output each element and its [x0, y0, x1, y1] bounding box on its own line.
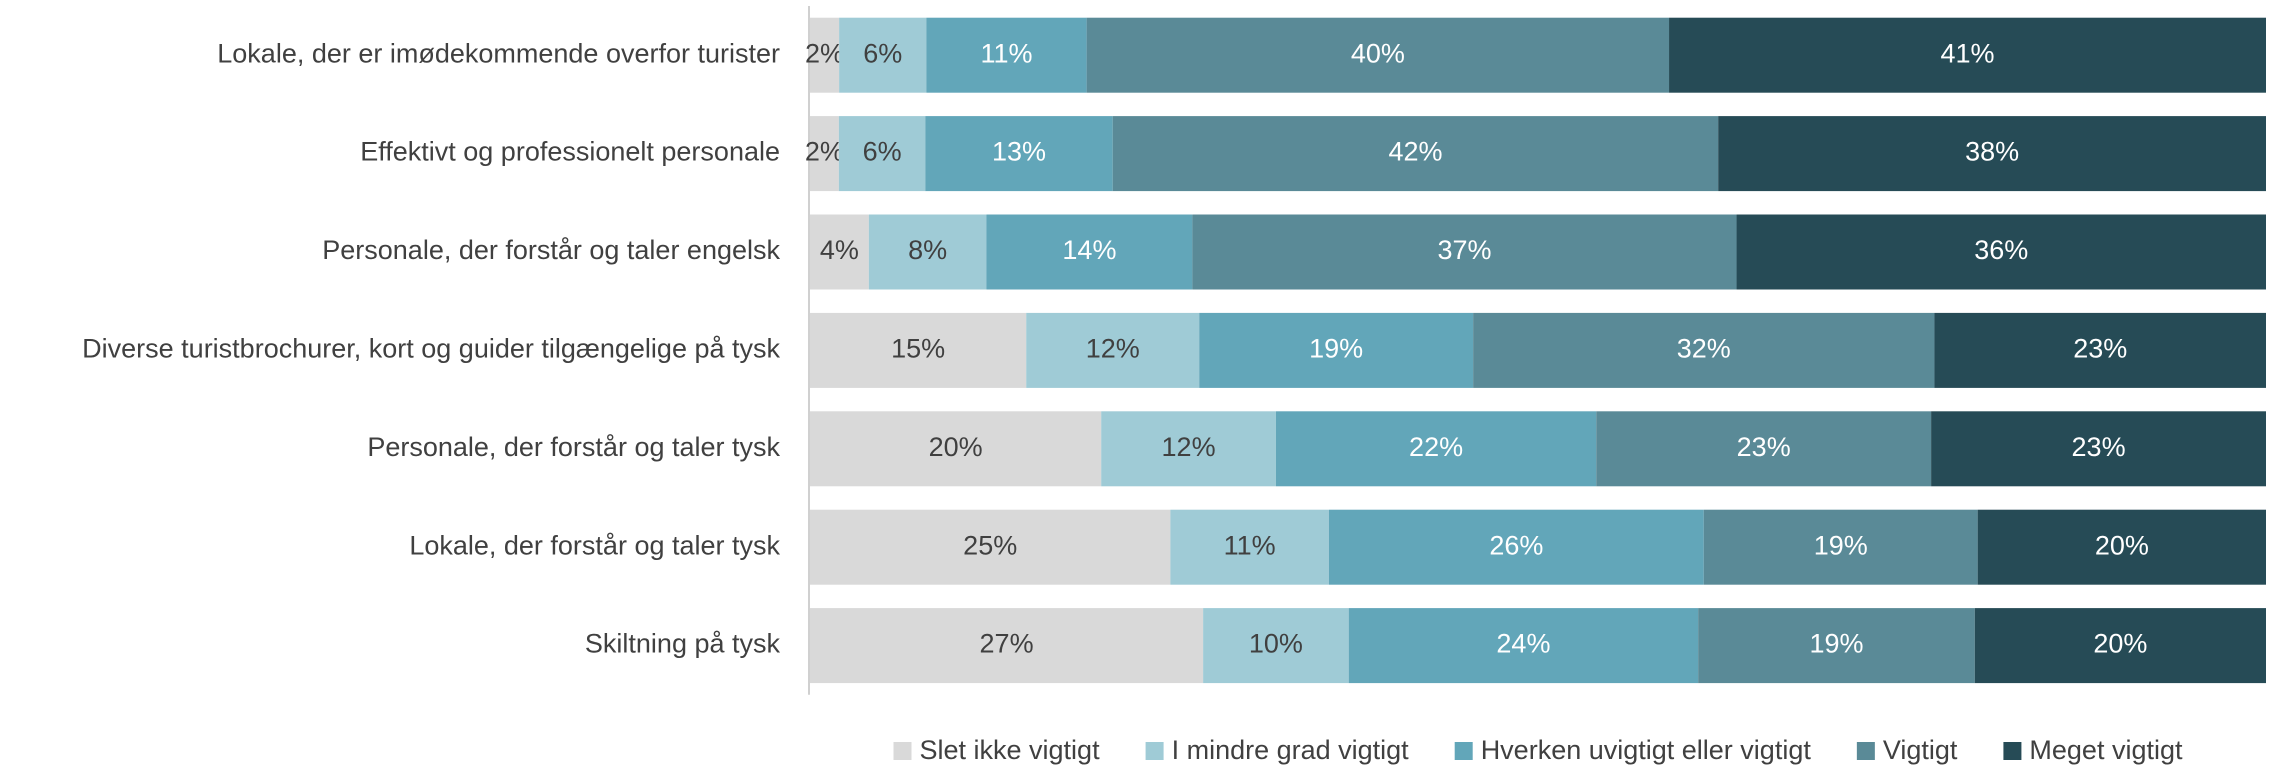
data-label: 14%	[1062, 235, 1116, 265]
bar-segment	[1934, 312, 2266, 388]
category-label: Effektivt og professionelt personale	[360, 137, 780, 167]
legend-swatch	[893, 742, 912, 760]
data-label: 20%	[2095, 530, 2149, 560]
bar-segment	[986, 214, 1193, 290]
bar-segment	[1112, 116, 1719, 192]
bar-segment	[810, 116, 839, 192]
data-label: 32%	[1677, 334, 1731, 364]
bar-segment	[838, 116, 926, 192]
data-label: 2%	[805, 38, 844, 68]
category-label: Diverse turistbrochurer, kort og guider …	[82, 334, 780, 364]
bar-segment	[1931, 411, 2266, 487]
bar-segment	[1275, 411, 1597, 487]
data-label: 19%	[1809, 629, 1863, 659]
data-label: 6%	[863, 38, 902, 68]
data-label: 19%	[1309, 334, 1363, 364]
data-label: 23%	[2073, 334, 2127, 364]
legend-label: Vigtigt	[1883, 735, 1958, 765]
bar-segment	[1203, 608, 1349, 684]
category-label: Skiltning på tysk	[585, 629, 781, 659]
data-label: 41%	[1940, 38, 1994, 68]
data-label: 8%	[908, 235, 947, 265]
bar-segment	[868, 214, 987, 290]
data-label: 12%	[1086, 334, 1140, 364]
data-label: 11%	[981, 38, 1033, 68]
bar-segment	[810, 411, 1102, 487]
bar-segment	[1718, 116, 2266, 192]
category-label: Lokale, der forstår og taler tysk	[409, 530, 780, 560]
legend-swatch	[2003, 742, 2022, 760]
bar-segment	[1974, 608, 2266, 684]
data-label: 11%	[1224, 530, 1276, 560]
data-label: 23%	[2072, 432, 2126, 462]
bar-segment	[1328, 509, 1704, 585]
bar-segment	[810, 312, 1027, 388]
legend-swatch	[1145, 742, 1164, 760]
data-label: 2%	[805, 137, 844, 167]
data-label: 12%	[1162, 432, 1216, 462]
data-label: 22%	[1409, 432, 1463, 462]
bar-segment	[1086, 17, 1670, 93]
bar-segment	[1199, 312, 1474, 388]
bar-segment	[1596, 411, 1932, 487]
category-label: Lokale, der er imødekommende overfor tur…	[217, 38, 780, 68]
data-label: 19%	[1814, 530, 1868, 560]
bar-segment	[1170, 509, 1329, 585]
data-label: 38%	[1965, 137, 2019, 167]
bar-segment	[926, 17, 1087, 93]
bar-segment	[1348, 608, 1699, 684]
data-label: 23%	[1737, 432, 1791, 462]
legend-swatch	[1454, 742, 1473, 760]
data-label: 26%	[1489, 530, 1543, 560]
bar-segment	[810, 608, 1204, 684]
bar-segment	[810, 214, 869, 290]
data-label: 40%	[1351, 38, 1405, 68]
legend-label: Hverken uvigtigt eller vigtigt	[1481, 735, 1812, 765]
category-label: Personale, der forstår og taler engelsk	[322, 235, 780, 265]
data-label: 37%	[1437, 235, 1491, 265]
legend-label: Meget vigtigt	[2029, 735, 2183, 765]
bar-segment	[810, 17, 840, 93]
data-label: 27%	[980, 629, 1034, 659]
data-label: 6%	[863, 137, 902, 167]
data-label: 4%	[820, 235, 859, 265]
legend-label: I mindre grad vigtigt	[1172, 735, 1410, 765]
data-label: 10%	[1249, 629, 1303, 659]
bar-segment	[1736, 214, 2266, 290]
bar-segment	[839, 17, 927, 93]
bar-segment	[1473, 312, 1935, 388]
bar-segment	[1669, 17, 2266, 93]
data-label: 15%	[891, 334, 945, 364]
data-label: 36%	[1974, 235, 2028, 265]
bar-segment	[1703, 509, 1978, 585]
bar-segment	[1026, 312, 1200, 388]
bar-segment	[925, 116, 1113, 192]
data-label: 24%	[1496, 629, 1550, 659]
legend-swatch	[1856, 742, 1875, 760]
data-label: 42%	[1388, 137, 1442, 167]
bar-segment	[1698, 608, 1975, 684]
bar-segment	[810, 509, 1171, 585]
legend-label: Slet ikke vigtigt	[920, 735, 1101, 765]
data-label: 13%	[992, 137, 1046, 167]
data-label: 20%	[2093, 629, 2147, 659]
bar-segment	[1192, 214, 1737, 290]
data-label: 25%	[963, 530, 1017, 560]
data-label: 20%	[929, 432, 983, 462]
bar-segment	[1101, 411, 1276, 487]
category-label: Personale, der forstår og taler tysk	[367, 432, 780, 462]
bar-segment	[1977, 509, 2266, 585]
